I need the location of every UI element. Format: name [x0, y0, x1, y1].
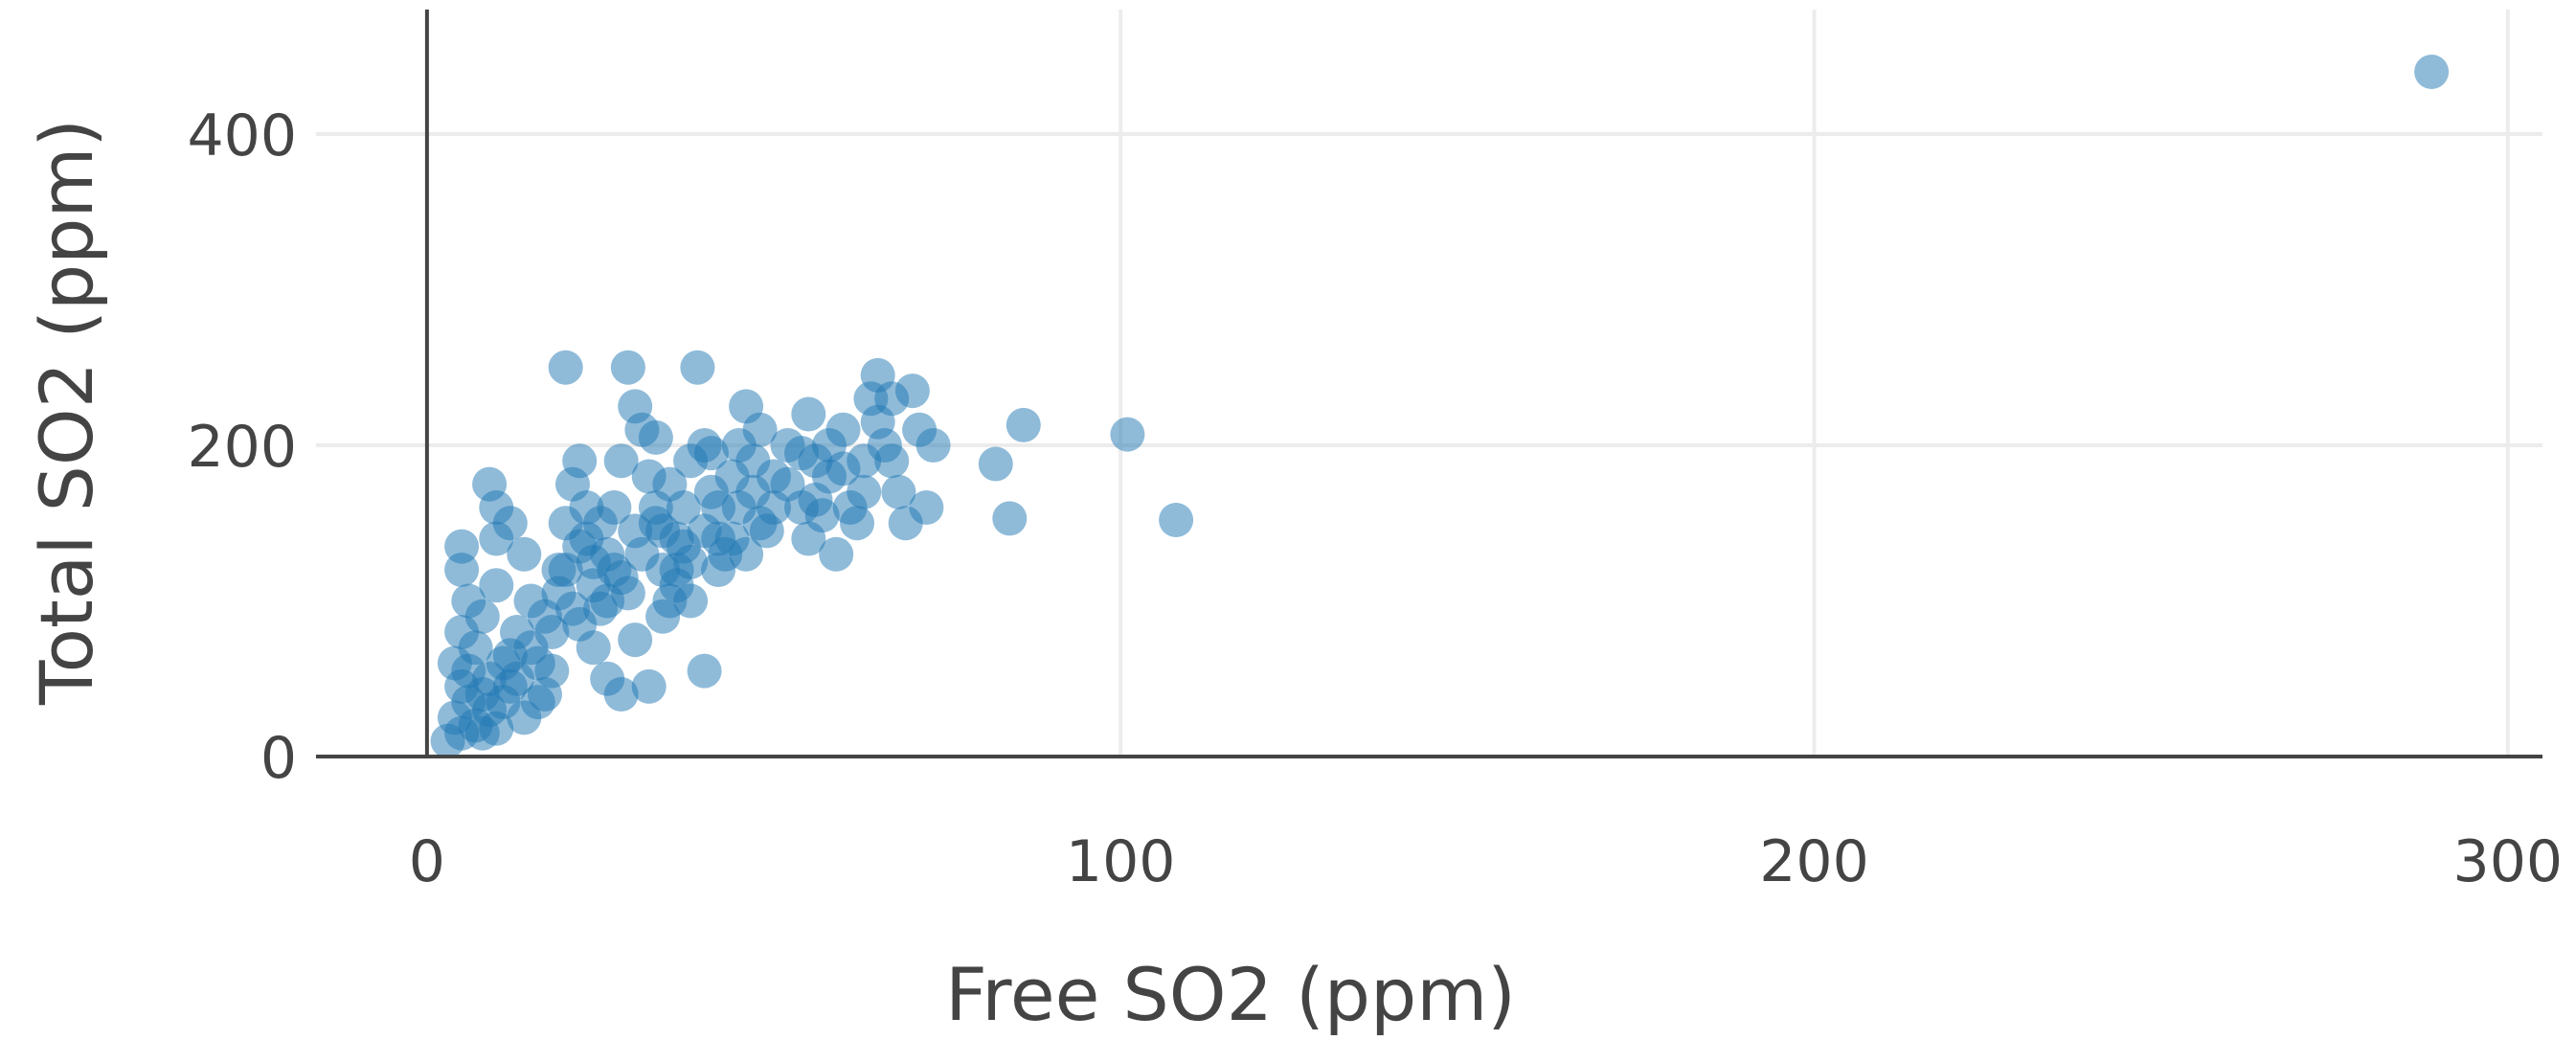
- data-point: [915, 428, 951, 463]
- data-point: [548, 350, 583, 385]
- data-point: [534, 653, 570, 689]
- y-tick-label: 200: [187, 414, 297, 481]
- data-point: [909, 490, 944, 525]
- data-point: [784, 436, 819, 471]
- y-tick-label: 0: [260, 725, 297, 792]
- tick-labels: 0 100 200 300 0 200 400: [187, 102, 2563, 895]
- data-point: [618, 622, 653, 658]
- data-point: [458, 630, 493, 666]
- data-points: [430, 55, 2450, 758]
- data-point: [603, 677, 639, 712]
- x-tick-label: 200: [1759, 828, 1869, 895]
- x-axis-title: Free SO2 (ppm): [945, 952, 1516, 1037]
- data-point: [1110, 417, 1145, 452]
- data-point: [645, 513, 681, 549]
- data-point: [770, 466, 805, 502]
- data-point: [464, 715, 500, 751]
- y-axis-title: Total SO2 (ppm): [24, 119, 109, 706]
- data-point: [881, 474, 916, 509]
- data-point: [610, 350, 645, 385]
- data-point: [673, 583, 709, 619]
- x-tick-label: 0: [409, 828, 445, 895]
- data-point: [680, 350, 715, 385]
- data-point: [618, 513, 653, 549]
- data-point: [603, 443, 639, 479]
- data-point: [894, 373, 930, 409]
- data-point: [687, 653, 722, 689]
- data-point: [860, 404, 895, 440]
- data-point: [693, 436, 729, 471]
- data-point: [742, 412, 778, 447]
- data-point: [729, 536, 764, 572]
- data-point: [555, 591, 590, 626]
- data-point: [645, 599, 681, 634]
- data-point: [464, 599, 500, 634]
- data-point: [590, 583, 625, 619]
- data-point: [631, 668, 667, 704]
- data-point: [638, 419, 673, 455]
- data-point: [819, 536, 854, 572]
- data-point: [701, 553, 736, 587]
- data-point: [749, 513, 784, 549]
- data-point: [804, 498, 840, 533]
- data-point: [479, 568, 514, 603]
- y-tick-label: 400: [187, 102, 297, 170]
- data-point: [1006, 407, 1041, 442]
- data-point: [791, 396, 826, 432]
- data-point: [562, 443, 598, 479]
- data-point: [847, 443, 882, 479]
- x-tick-label: 100: [1066, 828, 1176, 895]
- data-point: [500, 661, 534, 696]
- data-point: [992, 501, 1028, 536]
- data-point: [832, 490, 868, 525]
- data-point: [569, 490, 604, 525]
- data-point: [479, 521, 514, 556]
- axes: [316, 10, 2542, 758]
- data-point: [1159, 503, 1194, 537]
- data-point: [513, 630, 549, 666]
- data-point: [472, 466, 508, 502]
- data-point: [507, 536, 542, 572]
- x-tick-label: 300: [2453, 828, 2564, 895]
- data-point: [576, 544, 611, 579]
- data-point: [874, 443, 910, 479]
- data-point: [444, 529, 480, 564]
- data-point: [978, 446, 1013, 482]
- data-point: [673, 544, 709, 579]
- data-point: [652, 466, 688, 502]
- data-point: [2414, 55, 2450, 89]
